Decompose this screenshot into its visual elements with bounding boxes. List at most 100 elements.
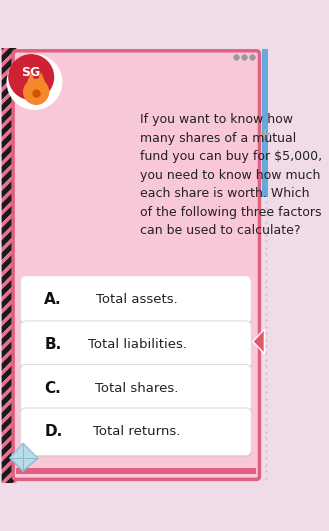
Polygon shape xyxy=(2,184,16,206)
Polygon shape xyxy=(2,484,16,507)
Text: C.: C. xyxy=(44,381,61,396)
Circle shape xyxy=(23,79,49,105)
Polygon shape xyxy=(2,307,16,329)
Text: B.: B. xyxy=(44,337,62,352)
Polygon shape xyxy=(2,152,16,174)
FancyBboxPatch shape xyxy=(20,408,251,456)
Polygon shape xyxy=(2,11,16,33)
Polygon shape xyxy=(2,479,16,502)
Polygon shape xyxy=(2,460,16,482)
Polygon shape xyxy=(2,48,16,71)
Polygon shape xyxy=(2,98,16,120)
Polygon shape xyxy=(2,159,16,182)
Polygon shape xyxy=(2,312,16,334)
FancyBboxPatch shape xyxy=(21,366,252,414)
Polygon shape xyxy=(2,361,16,383)
Polygon shape xyxy=(2,102,16,125)
Polygon shape xyxy=(2,398,16,420)
Polygon shape xyxy=(2,381,16,403)
Polygon shape xyxy=(2,275,16,297)
Polygon shape xyxy=(2,134,16,157)
Polygon shape xyxy=(2,245,16,268)
FancyBboxPatch shape xyxy=(20,276,251,323)
Polygon shape xyxy=(2,65,16,88)
Polygon shape xyxy=(2,147,16,169)
Polygon shape xyxy=(2,0,16,2)
Polygon shape xyxy=(2,373,16,396)
FancyBboxPatch shape xyxy=(20,321,251,369)
Polygon shape xyxy=(10,443,38,471)
Polygon shape xyxy=(2,287,16,310)
Polygon shape xyxy=(2,29,16,51)
Polygon shape xyxy=(2,393,16,415)
Polygon shape xyxy=(2,61,16,83)
Polygon shape xyxy=(2,435,16,457)
Polygon shape xyxy=(2,36,16,58)
Polygon shape xyxy=(2,337,16,358)
Polygon shape xyxy=(2,356,16,379)
Polygon shape xyxy=(2,4,16,26)
Polygon shape xyxy=(2,406,16,427)
Polygon shape xyxy=(2,467,16,489)
Polygon shape xyxy=(2,122,16,144)
FancyBboxPatch shape xyxy=(21,277,252,325)
Text: Total liabilities.: Total liabilities. xyxy=(88,338,187,351)
Polygon shape xyxy=(2,226,16,248)
Polygon shape xyxy=(2,504,16,526)
Polygon shape xyxy=(27,72,35,82)
Polygon shape xyxy=(2,201,16,223)
FancyBboxPatch shape xyxy=(20,364,251,412)
Polygon shape xyxy=(2,430,16,452)
Bar xyxy=(16,468,256,475)
Text: D.: D. xyxy=(44,424,63,439)
Polygon shape xyxy=(2,164,16,186)
Polygon shape xyxy=(2,221,16,243)
Text: If you want to know how
many shares of a mutual
fund you can buy for $5,000,
you: If you want to know how many shares of a… xyxy=(139,113,322,237)
Polygon shape xyxy=(2,496,16,519)
Polygon shape xyxy=(2,85,16,107)
Polygon shape xyxy=(2,53,16,75)
Polygon shape xyxy=(2,196,16,218)
Polygon shape xyxy=(2,455,16,477)
Polygon shape xyxy=(2,349,16,371)
Polygon shape xyxy=(2,73,16,95)
Polygon shape xyxy=(2,509,16,531)
Polygon shape xyxy=(2,418,16,440)
Polygon shape xyxy=(2,233,16,255)
Polygon shape xyxy=(2,250,16,272)
Polygon shape xyxy=(37,72,45,82)
Polygon shape xyxy=(2,331,16,354)
Polygon shape xyxy=(2,115,16,137)
Circle shape xyxy=(7,54,63,110)
Bar xyxy=(262,49,268,197)
Polygon shape xyxy=(2,16,16,38)
Polygon shape xyxy=(2,521,16,531)
Polygon shape xyxy=(2,410,16,433)
Circle shape xyxy=(8,54,54,100)
Polygon shape xyxy=(2,209,16,230)
Text: SG: SG xyxy=(22,66,41,79)
Polygon shape xyxy=(2,299,16,322)
Text: Total returns.: Total returns. xyxy=(93,425,181,438)
Polygon shape xyxy=(2,258,16,280)
Polygon shape xyxy=(2,78,16,100)
Polygon shape xyxy=(2,529,16,531)
Polygon shape xyxy=(2,189,16,211)
Polygon shape xyxy=(2,24,16,46)
Polygon shape xyxy=(2,369,16,391)
Polygon shape xyxy=(2,492,16,514)
Polygon shape xyxy=(2,270,16,292)
Polygon shape xyxy=(2,472,16,494)
FancyBboxPatch shape xyxy=(21,409,252,457)
Polygon shape xyxy=(2,282,16,304)
Polygon shape xyxy=(2,344,16,366)
Polygon shape xyxy=(2,0,16,21)
Polygon shape xyxy=(2,127,16,149)
Polygon shape xyxy=(2,263,16,285)
Polygon shape xyxy=(2,140,16,161)
Text: Total shares.: Total shares. xyxy=(95,382,179,395)
FancyBboxPatch shape xyxy=(13,51,260,479)
Polygon shape xyxy=(2,295,16,317)
Polygon shape xyxy=(2,0,16,14)
Polygon shape xyxy=(2,319,16,341)
